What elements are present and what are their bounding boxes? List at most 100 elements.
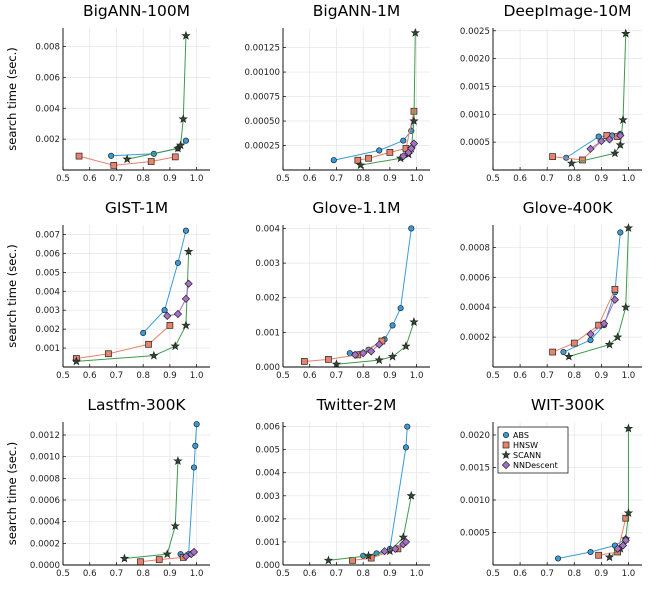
data-point bbox=[323, 555, 334, 565]
data-point bbox=[71, 356, 82, 366]
data-point bbox=[408, 225, 415, 232]
data-point bbox=[325, 356, 332, 363]
series-line bbox=[590, 134, 621, 150]
series-nndescent bbox=[613, 536, 630, 553]
data-point bbox=[599, 319, 609, 328]
series-scann bbox=[566, 28, 631, 168]
data-point bbox=[190, 464, 198, 471]
panel-title: Glove-1.1M bbox=[312, 199, 400, 217]
x-tick-label: 0.9 bbox=[163, 174, 177, 184]
x-tick-label: 1.0 bbox=[622, 174, 636, 184]
x-tick-label: 0.7 bbox=[110, 569, 124, 579]
legend-box bbox=[497, 426, 569, 474]
data-point bbox=[391, 544, 400, 553]
x-tick-label: 0.7 bbox=[330, 174, 344, 184]
data-point bbox=[401, 341, 411, 351]
y-tick-label: 0.0006 bbox=[460, 273, 490, 283]
data-point bbox=[623, 223, 634, 232]
x-tick-label: 0.9 bbox=[595, 371, 609, 381]
data-point bbox=[605, 135, 614, 144]
panel-gist-1m: 0.5 0.6 0.7 0.8 0.9 1.0 0.001 0.002 0.003 0.004 0.… bbox=[35, 199, 210, 381]
x-tick-label: 0.7 bbox=[540, 569, 554, 579]
panel-title: BigANN-1M bbox=[313, 2, 400, 20]
y-tick-label: 0.0015 bbox=[460, 82, 490, 92]
data-point bbox=[610, 148, 620, 158]
x-tick-label: 0.9 bbox=[383, 371, 397, 381]
series-abs bbox=[140, 227, 189, 336]
x-tick-label: 0.8 bbox=[356, 371, 370, 381]
x-tick-label: 1.0 bbox=[190, 174, 204, 184]
y-tick-label: 0.007 bbox=[35, 230, 60, 240]
y-tick-label: 0.004 bbox=[255, 224, 280, 234]
data-point bbox=[110, 162, 118, 169]
x-tick-label: 0.9 bbox=[383, 569, 397, 579]
data-point bbox=[173, 309, 183, 319]
y-tick-label: 0.000 bbox=[255, 363, 280, 373]
series-scann bbox=[71, 246, 194, 366]
data-point bbox=[351, 350, 360, 359]
data-point bbox=[570, 339, 578, 347]
data-point bbox=[389, 322, 396, 329]
panel-deepimage-10m: 0.5 0.6 0.7 0.8 0.9 1.0 0.0005 0.0010 0.0015 0.00… bbox=[460, 2, 642, 184]
y-tick-label: 0.0004 bbox=[30, 518, 60, 528]
series-nndescent bbox=[163, 279, 193, 320]
data-point bbox=[145, 340, 152, 348]
legend-entry-scann: SCANN bbox=[501, 450, 541, 460]
x-tick-label: 0.9 bbox=[595, 569, 609, 579]
x-tick-label: 0.6 bbox=[513, 371, 527, 381]
series-line bbox=[304, 340, 383, 362]
data-point bbox=[586, 330, 595, 339]
series-scann bbox=[122, 30, 191, 164]
series-nndescent bbox=[399, 139, 419, 161]
data-point bbox=[397, 305, 404, 312]
data-point bbox=[616, 131, 625, 140]
data-point bbox=[330, 157, 337, 164]
data-point bbox=[554, 555, 562, 562]
series-line bbox=[355, 344, 380, 356]
y-tick-label: 0.005 bbox=[255, 446, 280, 456]
data-point bbox=[613, 544, 622, 553]
legend-entry-abs: ABS bbox=[502, 431, 529, 440]
data-point bbox=[189, 547, 199, 557]
legend-entry-nndescent: NNDescent bbox=[501, 460, 558, 470]
y-tick-label: 0.00100 bbox=[244, 68, 280, 78]
data-point bbox=[161, 307, 168, 314]
y-tick-label: 0.002 bbox=[255, 294, 280, 304]
legend-label: SCANN bbox=[513, 451, 541, 460]
y-tick-label: 0.006 bbox=[255, 423, 280, 433]
y-tick-label: 0.0015 bbox=[460, 464, 490, 474]
data-point bbox=[400, 137, 407, 144]
data-point bbox=[140, 329, 147, 336]
y-tick-label: 0.00125 bbox=[244, 44, 280, 54]
series-line bbox=[349, 228, 412, 354]
data-point bbox=[549, 153, 556, 160]
data-point bbox=[564, 351, 574, 361]
data-point bbox=[586, 144, 595, 153]
data-point bbox=[355, 160, 366, 170]
data-point bbox=[566, 158, 577, 168]
x-tick-label: 1.0 bbox=[410, 569, 424, 579]
x-tick-label: 1.0 bbox=[410, 371, 424, 381]
data-point bbox=[610, 295, 620, 304]
y-tick-label: 0.00050 bbox=[244, 117, 280, 127]
data-point bbox=[374, 355, 384, 365]
panel-title: BigANN-100M bbox=[83, 2, 190, 20]
y-tick-label: 0.001 bbox=[255, 538, 280, 548]
data-point bbox=[398, 532, 408, 542]
data-point bbox=[595, 133, 602, 140]
series-line bbox=[124, 460, 179, 559]
legend-label: NNDescent bbox=[513, 461, 558, 470]
x-tick-label: 0.6 bbox=[303, 174, 317, 184]
y-tick-label: 0.0006 bbox=[30, 496, 60, 506]
y-tick-label: 0.003 bbox=[255, 492, 280, 502]
series-hnsw bbox=[75, 152, 179, 169]
x-tick-label: 0.9 bbox=[163, 569, 177, 579]
series-line bbox=[333, 111, 415, 161]
y-tick-label: 0.002 bbox=[35, 135, 60, 145]
series-nndescent bbox=[181, 547, 199, 561]
data-point bbox=[193, 421, 200, 428]
x-tick-label: 0.5 bbox=[486, 569, 500, 579]
x-tick-label: 0.8 bbox=[567, 371, 581, 381]
data-point bbox=[623, 508, 634, 517]
